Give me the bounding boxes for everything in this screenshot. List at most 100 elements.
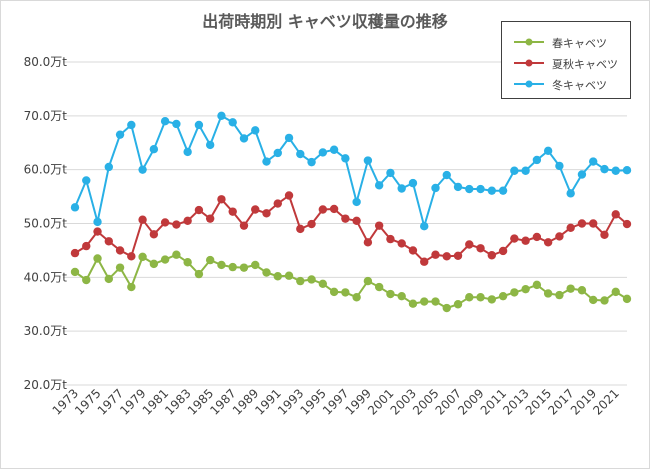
data-point <box>532 155 542 165</box>
data-point <box>82 176 91 185</box>
data-point <box>397 184 406 193</box>
data-point <box>183 258 192 267</box>
data-point <box>104 162 113 172</box>
data-point <box>284 271 294 280</box>
data-point <box>510 288 519 297</box>
data-point <box>307 275 316 284</box>
data-point <box>521 236 530 245</box>
data-point <box>589 157 598 166</box>
data-point <box>329 145 339 154</box>
x-tick-label: 2021 <box>590 386 621 417</box>
data-point <box>543 238 553 247</box>
data-point <box>611 210 620 219</box>
legend-label-summer-autumn: 夏秋キャベツ <box>552 58 618 71</box>
data-point <box>352 216 361 226</box>
data-point <box>251 260 260 270</box>
data-point <box>386 234 395 244</box>
data-point <box>239 134 249 143</box>
data-point <box>194 269 204 279</box>
data-point <box>566 189 575 198</box>
data-point <box>420 221 429 231</box>
data-point <box>217 195 226 204</box>
series-line-1 <box>74 194 628 263</box>
data-point <box>262 209 271 218</box>
data-point <box>239 221 249 230</box>
data-point <box>160 255 170 264</box>
data-point <box>104 274 113 284</box>
chart-title: 出荷時期別 キャベツ収穫量の推移 <box>202 12 448 31</box>
data-point <box>160 218 170 227</box>
y-tick-label: 20.0万t <box>24 378 68 392</box>
data-point <box>82 275 91 285</box>
legend-item-summer-autumn: 夏秋キャベツ <box>502 54 628 72</box>
data-point <box>273 148 282 158</box>
y-tick-label: 80.0万t <box>24 55 68 69</box>
data-point <box>543 146 553 156</box>
data-point <box>149 145 159 154</box>
series-line-2 <box>74 114 628 228</box>
data-point <box>431 183 440 193</box>
data-point <box>386 289 395 299</box>
data-point <box>127 282 136 292</box>
data-point <box>589 219 598 228</box>
legend-marker-winter <box>514 80 544 88</box>
data-point <box>329 204 339 214</box>
data-point <box>172 119 181 129</box>
data-point <box>138 215 147 224</box>
data-point <box>600 230 609 240</box>
data-point <box>465 240 474 249</box>
data-point <box>589 295 598 305</box>
data-point <box>284 191 294 200</box>
legend-label-winter: 冬キャベツ <box>552 79 607 92</box>
data-point <box>341 214 350 223</box>
data-point <box>318 205 328 214</box>
data-point <box>408 299 418 308</box>
y-tick-label: 70.0万t <box>24 109 68 123</box>
data-point <box>318 279 328 288</box>
data-point <box>318 148 328 157</box>
data-point <box>521 284 530 294</box>
data-point <box>397 291 406 301</box>
legend-label-spring: 春キャベツ <box>552 37 607 50</box>
data-point <box>431 297 440 306</box>
data-point <box>532 280 542 290</box>
data-point <box>194 205 204 215</box>
data-point <box>296 224 305 234</box>
data-point <box>521 166 530 175</box>
data-point <box>532 232 542 242</box>
data-point <box>498 291 508 301</box>
data-point <box>453 182 463 192</box>
data-point <box>127 252 136 261</box>
legend-item-spring: 春キャベツ <box>502 33 628 51</box>
data-point <box>262 268 271 277</box>
data-point <box>341 288 350 297</box>
data-point <box>127 120 136 130</box>
data-point <box>93 217 102 227</box>
data-point <box>442 252 451 261</box>
data-point <box>160 117 170 126</box>
y-tick-label: 40.0万t <box>24 270 68 284</box>
data-point <box>442 170 451 180</box>
legend-marker-summer-autumn <box>514 59 544 67</box>
data-point <box>70 203 80 212</box>
data-point <box>138 252 147 262</box>
data-point <box>487 251 497 260</box>
data-point <box>115 246 125 255</box>
data-point <box>498 186 508 195</box>
data-point <box>251 126 260 135</box>
data-point <box>600 296 609 305</box>
data-point <box>284 133 294 143</box>
data-point <box>93 254 102 263</box>
data-point <box>566 223 575 233</box>
data-point <box>363 276 373 286</box>
data-point <box>82 241 91 251</box>
data-point <box>149 230 159 239</box>
data-point <box>183 147 192 157</box>
data-point <box>183 216 192 226</box>
data-point <box>262 157 271 166</box>
data-point <box>352 293 361 302</box>
data-point <box>363 238 373 247</box>
y-tick-label: 50.0万t <box>24 217 68 231</box>
data-point <box>296 149 305 159</box>
y-tick-label: 30.0万t <box>24 324 68 338</box>
